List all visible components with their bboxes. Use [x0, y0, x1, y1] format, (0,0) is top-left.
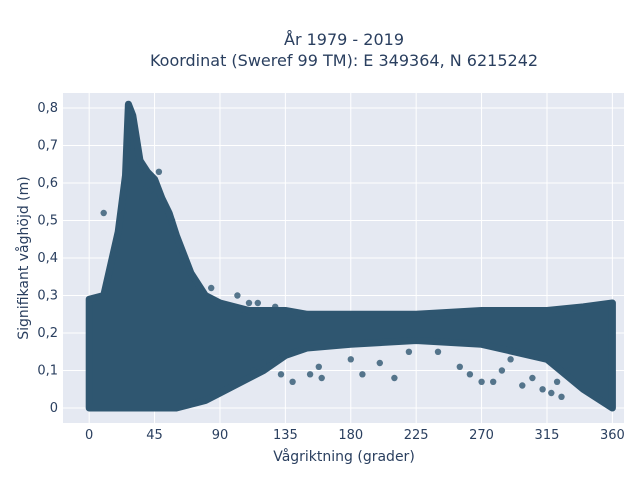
y-tick-label: 0,6: [37, 176, 58, 191]
y-tick-label: 0,4: [37, 251, 58, 266]
data-point: [184, 262, 192, 269]
x-tick-label: 360: [600, 428, 625, 443]
x-tick-label: 180: [338, 428, 363, 443]
y-axis-label: Signifikant våghöjd (m): [15, 176, 32, 339]
x-tick-label: 315: [535, 428, 560, 443]
scatter-points: [85, 100, 616, 412]
data-point: [391, 374, 398, 382]
chart-subtitle: Koordinat (Sweref 99 TM): E 349364, N 62…: [150, 51, 538, 70]
data-point: [277, 371, 285, 378]
data-point: [168, 217, 176, 224]
data-point: [498, 367, 506, 374]
data-point: [208, 284, 215, 292]
data-point: [405, 348, 413, 355]
y-tick-label: 0,1: [37, 364, 58, 379]
data-point: [359, 371, 366, 378]
y-tick-label: 0,3: [37, 289, 58, 304]
y-tick-label: 0,8: [37, 101, 58, 116]
data-point: [478, 378, 485, 385]
data-point: [147, 187, 154, 194]
data-point: [234, 292, 241, 299]
data-point: [466, 371, 474, 378]
data-point: [529, 374, 536, 382]
x-tick-labels: 0 45 90 135 180 225 270 315 360: [85, 428, 625, 443]
data-point: [507, 356, 514, 363]
data-point: [315, 363, 322, 370]
data-point: [100, 209, 107, 217]
data-point: [155, 168, 163, 175]
x-axis-label: Vågriktning (grader): [273, 448, 415, 465]
data-point: [553, 378, 561, 385]
data-point: [306, 371, 314, 378]
data-point: [456, 363, 463, 370]
data-point: [565, 367, 572, 374]
data-point: [179, 247, 186, 254]
y-tick-label: 0,7: [37, 139, 58, 154]
point-cloud: [85, 100, 616, 412]
data-point: [539, 386, 546, 393]
data-point: [519, 382, 526, 389]
chart-title: År 1979 - 2019: [284, 30, 404, 49]
data-point: [434, 348, 442, 355]
data-point: [376, 359, 383, 367]
data-point: [250, 367, 257, 374]
data-point: [173, 232, 180, 239]
data-point: [490, 378, 497, 385]
y-tick-label: 0: [50, 401, 58, 416]
data-point: [254, 299, 261, 307]
data-point: [289, 378, 296, 385]
data-point: [139, 179, 147, 187]
x-tick-label: 90: [212, 428, 229, 443]
data-point: [260, 359, 267, 367]
data-point: [347, 356, 354, 363]
x-tick-label: 45: [146, 428, 163, 443]
x-tick-label: 0: [85, 428, 93, 443]
x-tick-label: 225: [404, 428, 429, 443]
data-point: [558, 393, 565, 400]
data-point: [548, 389, 555, 397]
data-point: [318, 374, 325, 382]
y-tick-labels: 0 0,1 0,2 0,3 0,4 0,5 0,6 0,7 0,8: [37, 101, 58, 416]
data-point: [245, 299, 253, 307]
y-tick-label: 0,5: [37, 214, 58, 229]
x-tick-label: 270: [469, 428, 494, 443]
y-tick-label: 0,2: [37, 326, 58, 341]
data-point: [104, 273, 112, 280]
x-tick-label: 135: [273, 428, 298, 443]
data-point: [272, 303, 279, 310]
